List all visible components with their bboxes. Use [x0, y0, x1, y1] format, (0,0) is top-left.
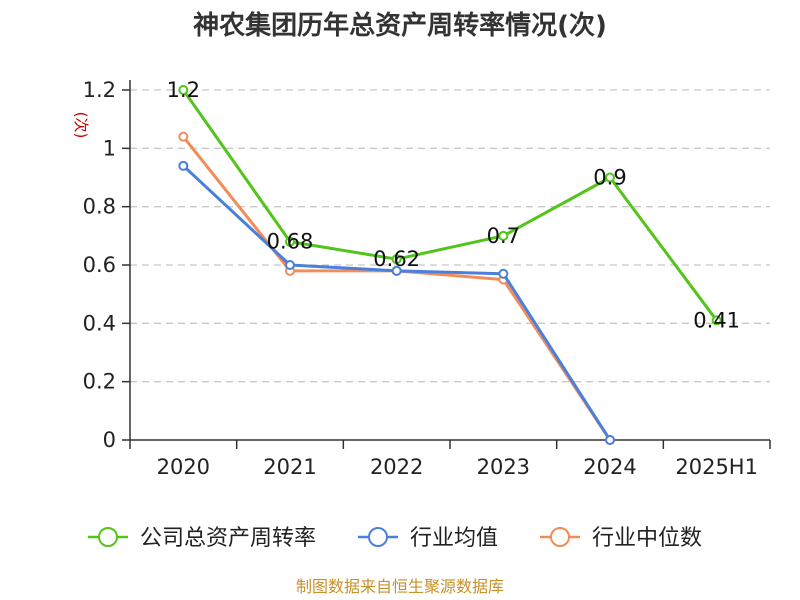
x-tick-label: 2024	[583, 455, 636, 479]
series-lines	[178, 85, 722, 445]
y-tick-label: 1	[103, 136, 116, 160]
gridlines	[130, 89, 770, 383]
y-tick-label: 1.2	[83, 78, 116, 102]
data-label: 0.62	[373, 247, 420, 271]
data-label: 0.68	[267, 230, 314, 254]
y-tick-label: 0	[103, 428, 116, 452]
data-point	[605, 435, 615, 445]
data-point	[391, 265, 402, 276]
data-point	[178, 160, 189, 171]
x-tick-label: 2020	[157, 455, 210, 479]
data-point	[711, 315, 722, 326]
source-note: 制图数据来自恒生聚源数据库	[296, 577, 504, 596]
data-labels: 1.2 0.68 0.62 0.7 0.9 0.41	[167, 78, 740, 332]
legend-item[interactable]: 公司总资产周转率	[88, 526, 316, 551]
legend-marker	[368, 527, 388, 547]
legend-item[interactable]: 行业均值	[358, 526, 498, 551]
legend-label: 公司总资产周转率	[140, 526, 316, 551]
data-point	[285, 236, 295, 247]
series-0	[178, 85, 722, 326]
legend[interactable]: 公司总资产周转率 行业均值 行业中位数	[88, 526, 702, 551]
y-tick-label: 0.2	[83, 370, 116, 394]
x-tick-label: 2022	[370, 455, 423, 479]
y-tick-label: 0.6	[83, 253, 116, 277]
legend-marker	[98, 527, 118, 547]
y-tick-label: 0.4	[83, 311, 116, 335]
data-point	[391, 254, 402, 265]
y-axis-label: (次)	[72, 112, 90, 139]
legend-item[interactable]: 行业中位数	[540, 526, 702, 551]
x-tick-label: 2021	[263, 455, 316, 479]
legend-label: 行业中位数	[592, 526, 702, 551]
data-point	[498, 230, 509, 241]
data-label: 0.7	[487, 224, 520, 248]
data-label: 1.2	[167, 78, 200, 102]
data-point	[605, 172, 615, 183]
series-1	[178, 160, 615, 445]
data-point	[178, 85, 189, 95]
data-point	[178, 131, 189, 142]
chart-title: 神农集团历年总资产周转率情况(次)	[193, 10, 607, 41]
axes: 0 0.2 0.4 0.6 0.8 1 1.2 2020 2021 2022 2023 2024 202…	[83, 78, 771, 479]
x-tick-label: 2025H1	[675, 455, 758, 479]
series-line	[182, 89, 718, 322]
data-label: 0.41	[693, 308, 740, 332]
data-point	[498, 268, 509, 279]
x-tick-label: 2023	[477, 455, 530, 479]
legend-label: 行业均值	[410, 526, 498, 551]
data-label: 0.9	[593, 166, 626, 190]
legend-marker	[550, 527, 570, 547]
y-tick-label: 0.8	[83, 195, 116, 219]
data-point	[285, 260, 295, 270]
